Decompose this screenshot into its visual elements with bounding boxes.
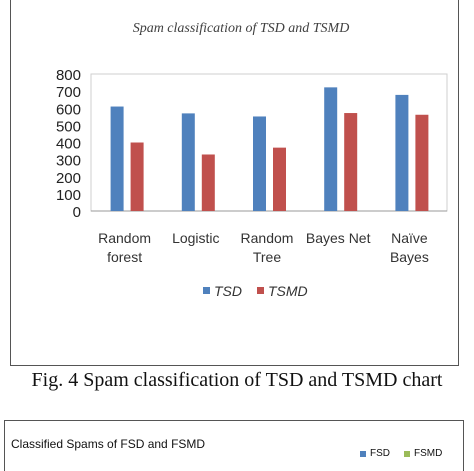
figure-caption: Fig. 4 Spam classification of TSD and TS… [31, 369, 443, 391]
bar-chart: Spam classification of TSD and TSMD 0100… [56, 21, 448, 299]
bar-tsd [253, 116, 266, 211]
plot-area [90, 73, 448, 212]
x-tick-label: Bayes Net [306, 230, 371, 246]
legend-swatch-fsmd [404, 450, 410, 457]
legend-swatch-tsmd [257, 287, 264, 294]
bar-tsd [110, 106, 124, 211]
second-chart-legend: FSD FSMD [360, 448, 442, 459]
chart-title: Spam classification of TSD and TSMD [133, 21, 350, 36]
bar-tsmd [130, 142, 144, 211]
x-tick-label: Random [241, 230, 294, 246]
bar-tsmd [344, 113, 358, 211]
x-tick-label: Tree [253, 249, 281, 265]
y-tick-label: 600 [56, 101, 81, 118]
x-axis-labels: Random forest Logistic Random Tree Bayes Net N… [98, 230, 429, 265]
bar-tsmd [273, 147, 286, 211]
y-tick-label: 300 [56, 153, 81, 170]
bar-tsmd [201, 154, 215, 211]
legend-swatch-tsd [203, 287, 210, 294]
second-chart-frame: Classified Spams of FSD and FSMD FSD FSM… [4, 420, 464, 471]
bar-tsd [395, 94, 409, 211]
y-tick-label: 700 [56, 84, 81, 101]
bars [110, 87, 429, 211]
x-tick-label: Naïve [391, 230, 428, 246]
bar-tsd [181, 113, 195, 211]
legend-label-tsd: TSD [214, 283, 242, 299]
bar-tsd [324, 87, 338, 211]
legend: TSD TSMD [203, 283, 308, 299]
y-tick-label: 0 [73, 204, 81, 221]
y-tick-label: 200 [56, 170, 81, 187]
x-tick-label: Random [98, 230, 151, 246]
chart-frame: Spam classification of TSD and TSMD 0 100… [10, 0, 459, 366]
y-tick-label: 500 [56, 118, 81, 135]
second-chart-title: Classified Spams of FSD and FSMD [11, 437, 206, 451]
y-tick-label: 400 [56, 136, 81, 153]
y-tick-label: 100 [56, 187, 81, 204]
legend-label-tsmd: TSMD [268, 283, 308, 299]
x-tick-label: forest [107, 249, 142, 265]
y-tick-label: 800 [56, 67, 81, 84]
x-tick-label: Logistic [172, 230, 219, 246]
legend-label-fsmd: FSMD [414, 448, 443, 459]
legend-label-fsd: FSD [370, 448, 390, 459]
bar-tsmd [415, 114, 429, 211]
x-tick-label: Bayes [390, 249, 429, 265]
legend-swatch-fsd [360, 450, 366, 457]
